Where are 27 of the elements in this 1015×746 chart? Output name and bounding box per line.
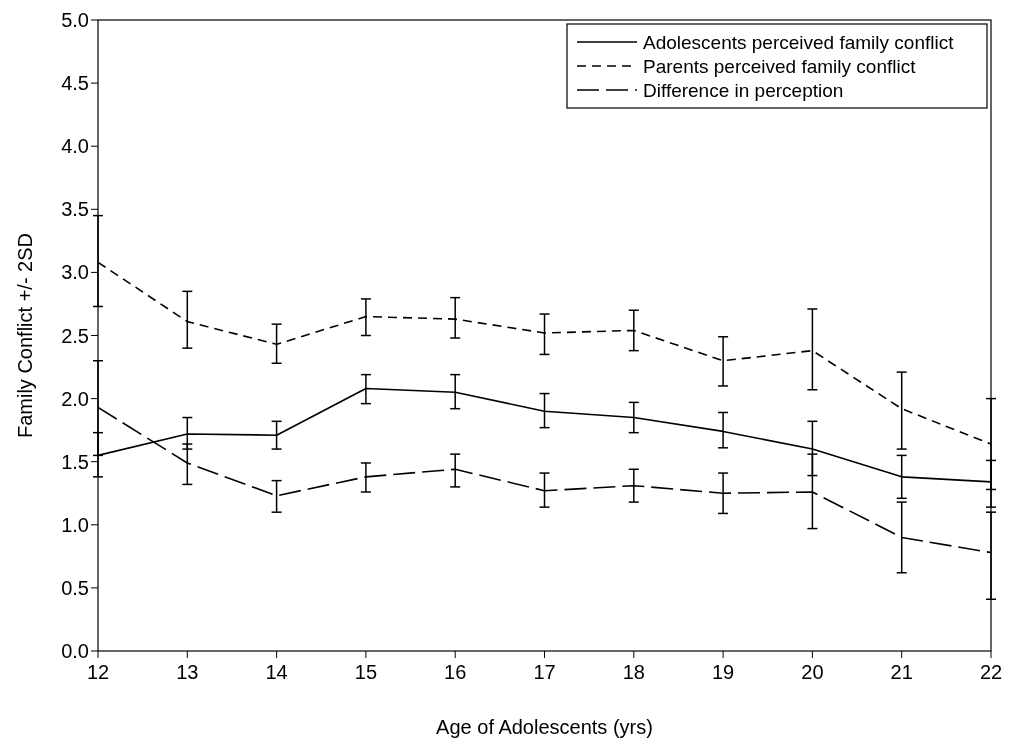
y-tick-label: 3.0 [61, 261, 89, 284]
y-axis-title: Family Conflict +/- 2SD [14, 232, 36, 439]
x-tick-label: 19 [711, 661, 735, 683]
legend-label: Difference in perception [643, 80, 844, 101]
x-tick-label: 22 [979, 661, 1003, 683]
x-tick-label: 14 [265, 661, 288, 683]
y-tick-label: 2.0 [61, 387, 89, 410]
y-tick-label: 4.0 [61, 135, 89, 158]
x-tick-label: 16 [444, 661, 467, 683]
y-tick-label: 5.0 [61, 9, 89, 31]
y-tick-label: 0.5 [61, 576, 89, 599]
x-tick-label: 17 [533, 661, 556, 683]
x-tick-label: 15 [354, 661, 378, 683]
x-tick-label: 12 [86, 661, 110, 683]
x-tick-label: 13 [176, 661, 199, 683]
y-tick-label: 1.0 [61, 513, 89, 536]
x-tick-label: 18 [622, 661, 645, 683]
y-tick-label: 1.5 [61, 450, 89, 473]
legend-label: Adolescents perceived family conflict [643, 32, 955, 53]
y-tick-label: 4.5 [61, 72, 89, 95]
x-tick-label: 20 [801, 661, 824, 683]
x-axis-title: Age of Adolescents (yrs) [436, 716, 653, 738]
y-tick-label: 2.5 [61, 324, 89, 347]
y-tick-label: 3.5 [61, 198, 89, 221]
x-tick-label: 21 [890, 661, 913, 683]
y-tick-label: 0.0 [61, 640, 89, 662]
legend-label: Parents perceived family conflict [643, 56, 917, 77]
